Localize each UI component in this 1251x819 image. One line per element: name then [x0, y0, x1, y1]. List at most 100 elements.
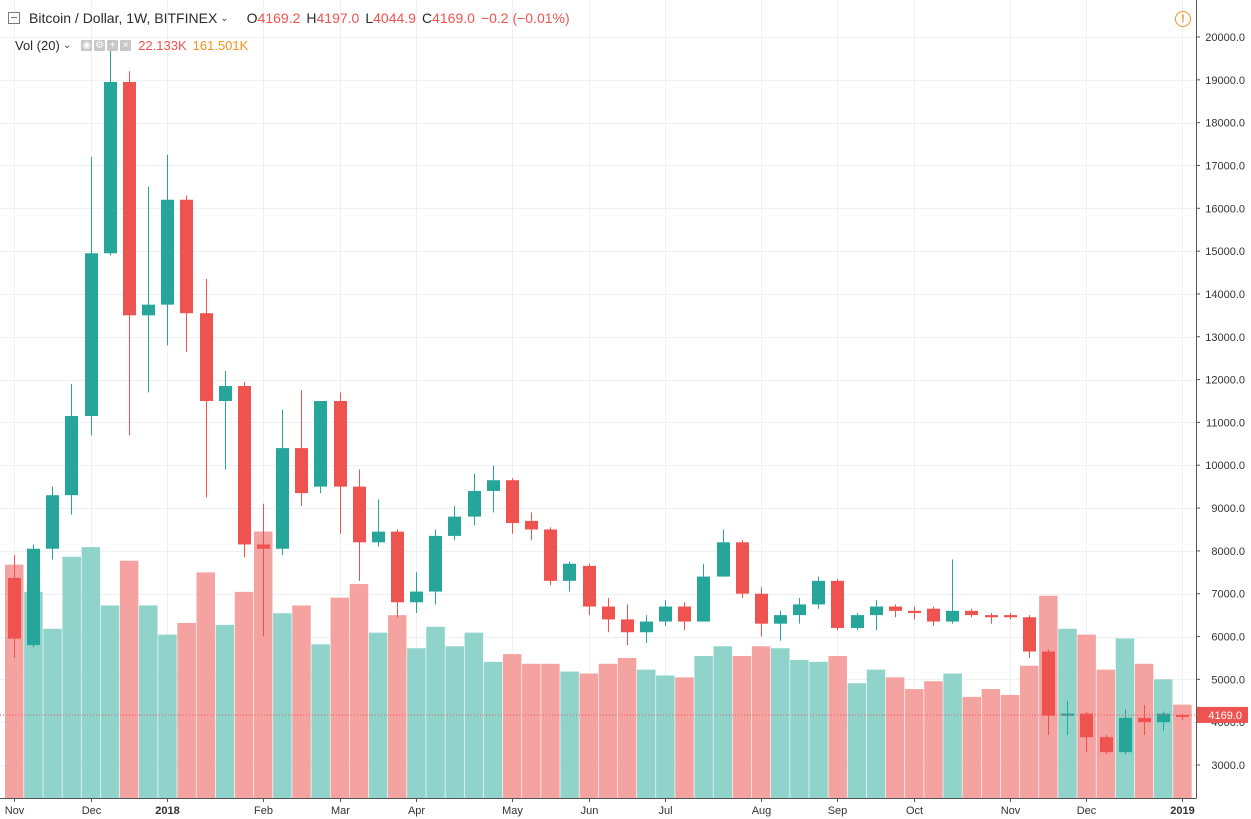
volume-bar: [809, 661, 828, 798]
candle-body: [697, 576, 710, 622]
candle-body: [851, 615, 864, 628]
settings-icon[interactable]: ⚙: [94, 39, 106, 51]
candle-body: [257, 544, 270, 549]
volume-bar: [981, 689, 1001, 798]
time-tick-label: May: [502, 805, 523, 817]
time-tick-label: Aug: [752, 805, 772, 817]
volume-bar: [445, 646, 464, 798]
volume-bar: [885, 677, 905, 798]
ohlc-low: L4044.9: [365, 10, 416, 26]
price-tick-label: 5000.0: [1211, 674, 1245, 686]
volume-bar: [234, 591, 254, 798]
ohlc-open: O4169.2: [246, 10, 301, 26]
chevron-down-icon[interactable]: ⌄: [62, 39, 72, 51]
volume-bar: [771, 648, 790, 798]
price-tick-label: 3000.0: [1211, 760, 1245, 772]
candle-body: [142, 304, 155, 316]
chevron-down-icon[interactable]: ⌄: [220, 12, 229, 24]
candle-body: [487, 480, 500, 491]
time-tick-label: 2018: [155, 805, 179, 817]
volume-bar: [1096, 669, 1116, 798]
candle-body: [965, 610, 978, 616]
volume-label[interactable]: Vol (20): [15, 37, 60, 53]
volume-bar: [464, 632, 484, 798]
volume-bar: [426, 626, 445, 798]
volume-bar: [732, 656, 752, 798]
close-icon[interactable]: ×: [120, 39, 132, 51]
volume-bars: [5, 531, 1192, 798]
candle-body: [583, 565, 596, 607]
candle-body: [429, 535, 442, 592]
price-tick-label: 11000.0: [1206, 417, 1245, 429]
candle-body: [889, 606, 902, 611]
volume-bar: [541, 663, 560, 798]
candle-body: [238, 386, 251, 545]
candle-body: [85, 253, 98, 416]
volume-bar: [388, 615, 407, 798]
price-tick-label: 6000.0: [1211, 632, 1245, 644]
volume-bar: [636, 669, 656, 798]
candle-body: [1042, 651, 1055, 716]
volume-legend: Vol (20) ⌄ ◉ ⚙ + × 22.133K 161.501K: [15, 36, 248, 54]
volume-bar: [483, 661, 503, 798]
candle-body: [831, 580, 844, 628]
volume-bar: [292, 605, 311, 798]
candle-body: [946, 610, 959, 622]
price-tick-label: 15000.0: [1205, 246, 1245, 258]
price-tick-label: 12000.0: [1205, 375, 1245, 387]
volume-bar: [1019, 665, 1039, 798]
ohlc-close: C4169.0: [421, 10, 475, 26]
price-tick-label: 20000.0: [1205, 32, 1245, 44]
volume-bar: [158, 634, 177, 798]
volume-bar: [962, 696, 981, 798]
candle-body: [621, 619, 634, 633]
candle-body: [353, 486, 366, 543]
candle-body: [372, 531, 385, 543]
time-tick-label: Dec: [82, 805, 102, 817]
candle-body: [391, 531, 404, 603]
price-axis[interactable]: 3000.04000.05000.06000.07000.08000.09000…: [1196, 0, 1251, 819]
candle-body: [755, 593, 768, 624]
volume-bar: [215, 624, 235, 798]
price-tick-label: 8000.0: [1211, 546, 1245, 558]
candle-body: [1100, 737, 1113, 753]
volume-bar: [502, 654, 522, 798]
symbol-title[interactable]: Bitcoin / Dollar, 1W, BITFINEX: [29, 10, 218, 26]
volume-bar: [522, 663, 541, 798]
volume-bar: [656, 675, 675, 798]
candle-body: [927, 608, 940, 622]
volume-bar: [790, 659, 809, 798]
volume-bar: [62, 556, 81, 798]
candle-body: [870, 606, 883, 616]
candle-body: [812, 580, 825, 605]
price-tick-label: 18000.0: [1205, 118, 1245, 130]
alert-icon[interactable]: !: [1175, 11, 1191, 27]
candle-body: [506, 480, 519, 524]
candle-body: [161, 199, 174, 305]
volume-ma-value: 161.501K: [192, 37, 249, 53]
volume-bar: [598, 663, 618, 798]
volume-bar: [43, 628, 62, 798]
time-axis[interactable]: Nov Dec 2018 Feb Mar Apr May Jun Jul Aug Sep Oct Nov…: [0, 798, 1251, 819]
visibility-icon[interactable]: ◉: [81, 39, 93, 51]
candle-body: [659, 606, 672, 622]
candle-body: [1023, 617, 1036, 652]
volume-bar: [905, 689, 924, 798]
candle-body: [717, 542, 730, 577]
candle-body: [544, 529, 557, 581]
candle-body: [640, 621, 653, 633]
time-tick-label: Dec: [1077, 805, 1097, 817]
time-tick-label: Nov: [5, 805, 25, 817]
add-icon[interactable]: +: [107, 39, 119, 51]
price-tick-label: 19000.0: [1205, 75, 1245, 87]
price-tick-label: 9000.0: [1211, 503, 1245, 515]
volume-value: 22.133K: [138, 37, 187, 53]
candle-body: [1119, 717, 1132, 753]
collapse-icon[interactable]: [8, 12, 20, 24]
candle-body: [908, 610, 921, 613]
volume-bar: [943, 673, 962, 798]
candle-body: [985, 615, 998, 618]
volume-bar: [81, 547, 101, 798]
candle-body: [27, 548, 40, 646]
